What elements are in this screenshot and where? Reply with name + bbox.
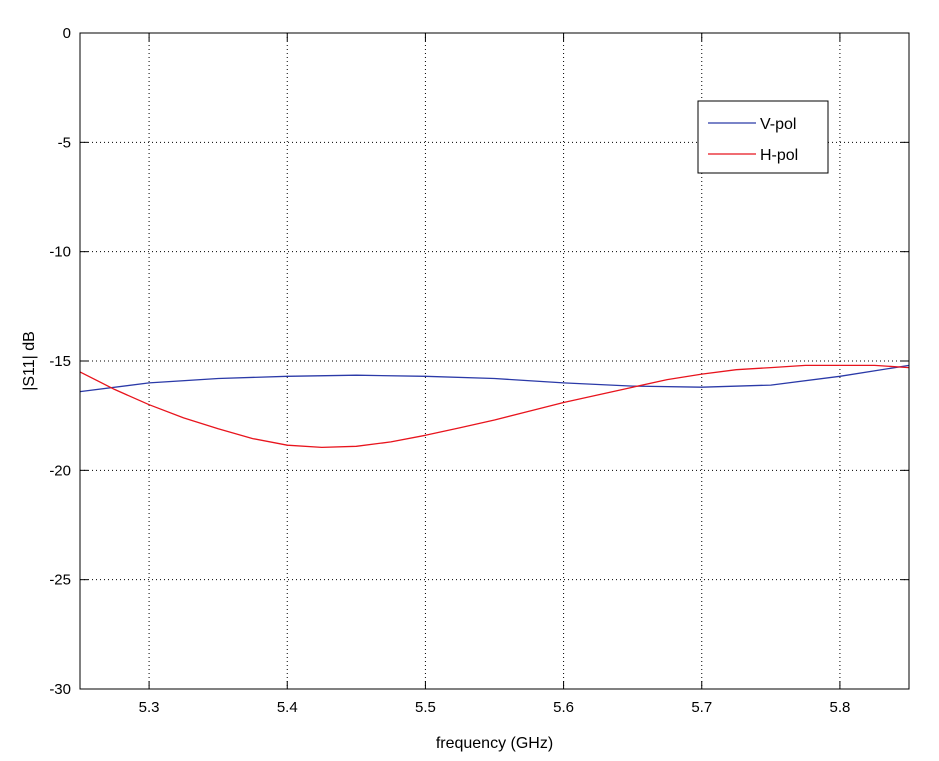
x-axis-label: frequency (GHz) [436,735,553,752]
legend-label: V-pol [760,116,796,133]
series-group [79,364,910,449]
x-tick-label: 5.6 [553,699,574,716]
y-tick-label: -25 [49,572,71,589]
series-line-h-pol [79,364,910,449]
legend-label: H-pol [760,147,798,164]
y-tick-label: -10 [49,244,71,261]
ticks-group: 5.3 5.4 5.5 5.6 5.7 5.8 0 -5 -10 -15 -20 -25 -30 [49,25,909,716]
legend-box [697,100,829,174]
x-tick-label: 5.7 [691,699,712,716]
grid-lines [80,33,909,689]
x-tick-label: 5.4 [277,699,298,716]
y-tick-label: -15 [49,353,71,370]
y-tick-label: -30 [49,681,71,698]
legend: V-pol H-pol [697,100,829,174]
y-axis-label: |S11| dB [21,331,38,391]
x-tick-label: 5.3 [139,699,160,716]
y-tick-label: -20 [49,462,71,479]
y-tick-label: 0 [63,25,71,42]
y-tick-label: -5 [58,134,71,151]
series-line-v-pol [79,364,910,393]
x-tick-label: 5.5 [415,699,436,716]
x-tick-label: 5.8 [829,699,850,716]
